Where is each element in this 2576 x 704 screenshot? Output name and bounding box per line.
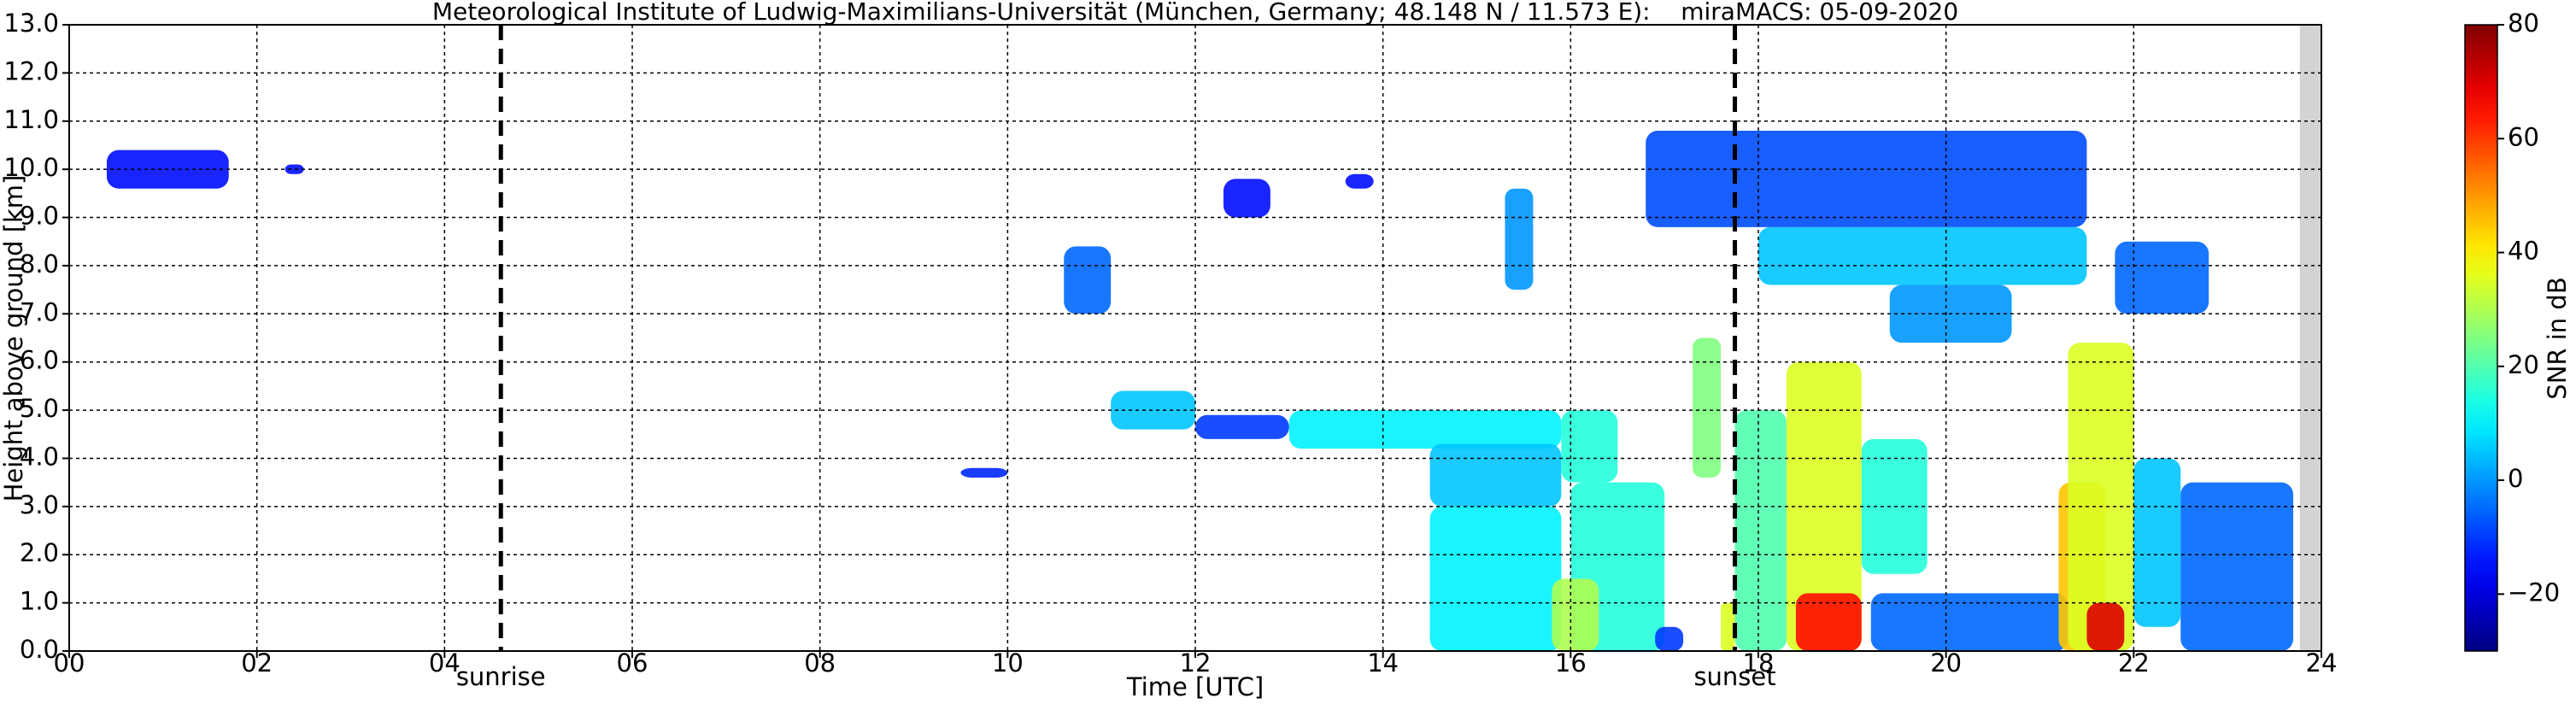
y-tick-label: 11.0 <box>3 105 59 134</box>
colorbar <box>2464 24 2498 652</box>
echo <box>1655 626 1684 651</box>
echo <box>1561 410 1618 483</box>
colorbar-tick-label: 0 <box>2508 464 2523 493</box>
colorbar-tick-label: 40 <box>2508 237 2539 266</box>
echo <box>1870 593 2068 651</box>
x-tick-label: 08 <box>804 648 836 678</box>
y-tick-label: 5.0 <box>20 394 59 423</box>
echo <box>1552 578 1599 651</box>
x-tick-label: 22 <box>2118 648 2150 678</box>
chart-title: Meteorological Institute of Ludwig-Maxim… <box>432 0 1958 26</box>
x-tick-label: 18 <box>1743 648 1775 678</box>
echo <box>1223 179 1270 218</box>
x-tick-label: 02 <box>241 648 273 678</box>
x-tick-label: 12 <box>1180 648 1212 678</box>
echo <box>1345 173 1374 189</box>
echo <box>1111 390 1195 430</box>
y-tick-label: 7.0 <box>20 297 59 326</box>
echo <box>1693 337 1722 478</box>
echo <box>1786 361 1862 651</box>
echo <box>2086 602 2125 651</box>
y-tick-label: 4.0 <box>20 442 59 471</box>
x-axis-label: Time [UTC] <box>1126 672 1264 701</box>
echo <box>1429 443 1562 507</box>
y-tick-label: 8.0 <box>20 249 59 279</box>
y-tick-label: 12.0 <box>3 56 59 85</box>
y-tick-label: 1.0 <box>20 587 59 616</box>
plot-frame <box>68 24 2322 652</box>
x-tick-label: 00 <box>54 648 85 678</box>
echo <box>960 467 1008 478</box>
colorbar-tick-label: 80 <box>2508 9 2539 38</box>
colorbar-tick-label: 60 <box>2508 122 2539 151</box>
echo <box>1505 188 1534 290</box>
echo <box>2180 482 2294 651</box>
no-data-band <box>2299 25 2321 651</box>
x-tick-label: 16 <box>1555 648 1587 678</box>
y-tick-label: 9.0 <box>20 202 59 231</box>
y-tick-label: 6.0 <box>20 346 59 375</box>
colorbar-tick-label: 20 <box>2508 350 2539 379</box>
echo <box>2068 343 2134 651</box>
x-tick-label: 14 <box>1367 648 1399 678</box>
echo <box>1195 414 1289 439</box>
y-tick-label: 0.0 <box>20 635 59 664</box>
echo <box>1064 246 1112 314</box>
y-axis-label: Height above ground [km] <box>0 175 28 502</box>
colorbar-label: SNR in dB <box>2543 277 2572 399</box>
event-label: sunset <box>1693 662 1775 691</box>
x-tick-label: 10 <box>992 648 1024 678</box>
echo <box>1795 593 1862 651</box>
y-tick-label: 10.0 <box>3 153 59 182</box>
y-tick-label: 2.0 <box>20 538 59 567</box>
colorbar-tick-label: −20 <box>2508 578 2560 607</box>
event-label: sunrise <box>456 662 546 691</box>
x-tick-label: 06 <box>617 648 648 678</box>
y-tick-label: 13.0 <box>3 9 59 38</box>
echo <box>1734 410 1787 651</box>
echo <box>2115 241 2209 314</box>
x-tick-label: 20 <box>1930 648 1962 678</box>
echo <box>2133 458 2181 627</box>
x-tick-label: 04 <box>429 648 461 678</box>
y-tick-label: 3.0 <box>20 490 59 519</box>
echo <box>1288 410 1562 449</box>
echo <box>1429 506 1562 651</box>
echo <box>1758 226 2087 285</box>
x-tick-label: 24 <box>2306 648 2338 678</box>
echo <box>1721 602 1735 651</box>
echo <box>285 164 304 174</box>
echo <box>1646 131 2087 227</box>
